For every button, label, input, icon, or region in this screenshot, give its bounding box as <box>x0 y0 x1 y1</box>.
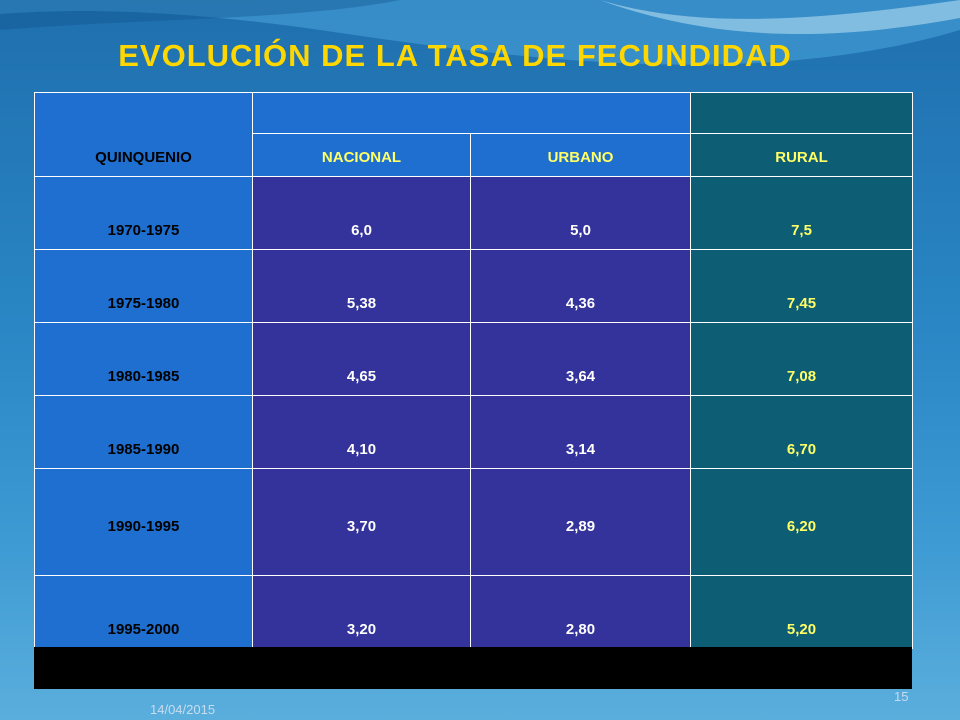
table-header-row-1: QUINQUENIO <box>34 92 913 177</box>
slide-date: 14/04/2015 <box>150 702 216 717</box>
period-cell: 1990-1995 <box>34 468 253 576</box>
footer-bar <box>34 647 912 689</box>
fertility-table: QUINQUENIO NACIONAL URBANO RURAL 1970-19… <box>34 92 913 649</box>
urbano-cell: 3,14 <box>470 395 691 469</box>
rural-cell: 7,45 <box>690 249 913 323</box>
period-cell: 1995-2000 <box>34 575 253 649</box>
period-cell: 1970-1975 <box>34 176 253 250</box>
table-row: 1995-2000 3,20 2,80 5,20 <box>34 575 913 649</box>
table-row: 1980-1985 4,65 3,64 7,08 <box>34 322 913 396</box>
slide-title: EVOLUCIÓN DE LA TASA DE FECUNDIDAD <box>118 38 792 73</box>
nacional-cell: 6,0 <box>252 176 471 250</box>
nacional-cell: 3,70 <box>252 468 471 576</box>
table-row: 1975-1980 5,38 4,36 7,45 <box>34 249 913 323</box>
nacional-cell: 5,38 <box>252 249 471 323</box>
table-row: 1970-1975 6,0 5,0 7,5 <box>34 176 913 250</box>
header-urbano: URBANO <box>470 133 691 177</box>
urbano-cell: 3,64 <box>470 322 691 396</box>
period-cell: 1980-1985 <box>34 322 253 396</box>
rural-cell: 5,20 <box>690 575 913 649</box>
urbano-cell: 2,89 <box>470 468 691 576</box>
table-row: 1985-1990 4,10 3,14 6,70 <box>34 395 913 469</box>
header-quinquenio: QUINQUENIO <box>34 92 253 177</box>
rural-cell: 7,5 <box>690 176 913 250</box>
nacional-cell: 3,20 <box>252 575 471 649</box>
rural-cell: 7,08 <box>690 322 913 396</box>
slide-number: 15 <box>894 689 909 704</box>
header-nacional: NACIONAL <box>252 133 471 177</box>
urbano-cell: 4,36 <box>470 249 691 323</box>
period-cell: 1985-1990 <box>34 395 253 469</box>
header-rural: RURAL <box>690 133 913 177</box>
urbano-cell: 2,80 <box>470 575 691 649</box>
urbano-cell: 5,0 <box>470 176 691 250</box>
period-cell: 1975-1980 <box>34 249 253 323</box>
header-blank-merged <box>252 92 691 134</box>
nacional-cell: 4,65 <box>252 322 471 396</box>
table-header-row-2: NACIONAL URBANO RURAL <box>35 133 913 177</box>
rural-cell: 6,70 <box>690 395 913 469</box>
rural-cell: 6,20 <box>690 468 913 576</box>
nacional-cell: 4,10 <box>252 395 471 469</box>
table-row: 1990-1995 3,70 2,89 6,20 <box>34 468 913 576</box>
header-blank-rural <box>690 92 913 134</box>
